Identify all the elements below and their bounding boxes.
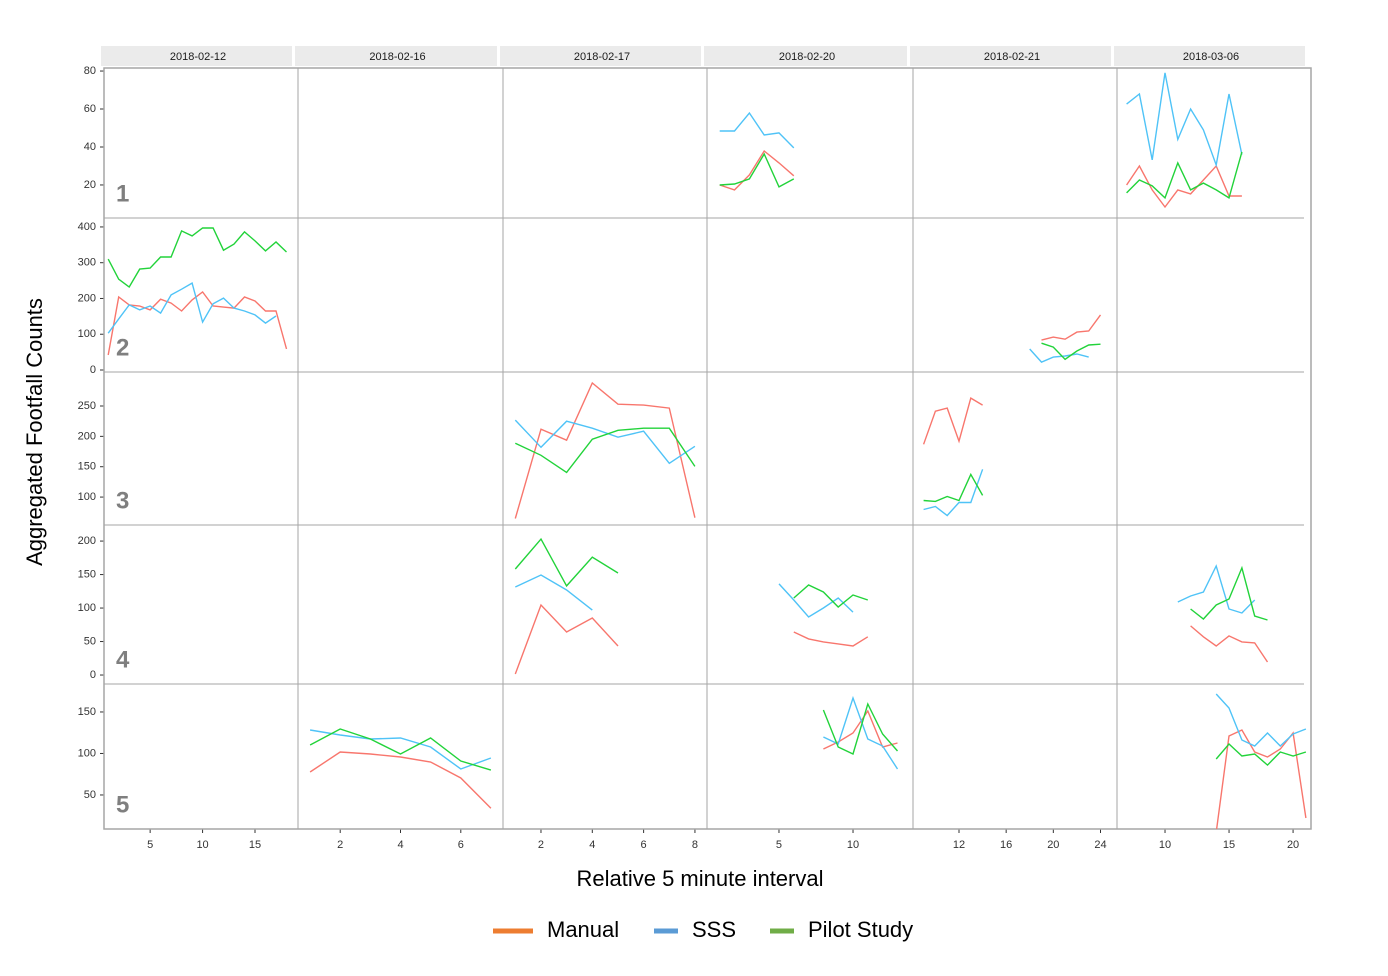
facet-label: 2018-02-17 (574, 51, 630, 63)
y-tick-label: 200 (78, 535, 96, 547)
facet-label: 2018-02-21 (984, 51, 1040, 63)
series-line (778, 583, 854, 618)
facet-strip (295, 46, 497, 66)
y-tick-label: 80 (84, 65, 96, 77)
x-tick-label: 12 (953, 839, 965, 851)
series-line (514, 419, 696, 465)
series-line (822, 702, 899, 755)
series-line (309, 729, 492, 770)
series-line (309, 751, 492, 809)
y-tick-label: 20 (84, 179, 96, 191)
series-line (923, 469, 984, 517)
y-tick-label: 150 (78, 461, 96, 473)
row-label: 3 (116, 487, 129, 514)
series-line (515, 427, 696, 474)
y-tick-label: 100 (78, 602, 96, 614)
row-label: 1 (116, 180, 129, 207)
legend-label: Manual (547, 917, 619, 942)
x-tick-label: 20 (1287, 839, 1299, 851)
series-line (1215, 693, 1307, 747)
y-tick-label: 250 (78, 400, 96, 412)
facet-label: 2018-02-16 (369, 51, 425, 63)
series-line (1041, 342, 1101, 361)
series-line (1126, 151, 1243, 200)
series-line (719, 111, 795, 149)
series-line (922, 397, 983, 445)
series-line (514, 381, 696, 519)
facet-label: 2018-02-12 (170, 51, 226, 63)
legend-label: Pilot Study (808, 917, 913, 942)
series-line (514, 603, 619, 675)
facet-strip (101, 46, 292, 66)
y-tick-label: 100 (78, 747, 96, 759)
plot-frame (103, 67, 1312, 830)
series-line (1215, 742, 1307, 767)
series-line (1177, 564, 1256, 614)
series-line (1126, 164, 1242, 209)
y-tick-label: 50 (84, 635, 96, 647)
x-tick-label: 16 (1000, 839, 1012, 851)
row-label: 2 (116, 334, 129, 361)
series-line (923, 472, 984, 503)
series-line (1190, 565, 1268, 621)
y-tick-label: 100 (78, 491, 96, 503)
series-line (1190, 625, 1269, 663)
y-tick-label: 50 (84, 789, 96, 801)
y-tick-label: 150 (78, 706, 96, 718)
y-tick-label: 40 (84, 141, 96, 153)
x-tick-label: 10 (847, 839, 859, 851)
row-label: 5 (116, 791, 129, 818)
x-tick-label: 15 (1223, 839, 1235, 851)
series-line (1029, 348, 1089, 363)
series-line (719, 149, 795, 191)
series-line (107, 282, 277, 334)
series-line (719, 152, 795, 188)
x-tick-label: 6 (458, 839, 464, 851)
x-axis-title: Relative 5 minute interval (576, 866, 823, 891)
y-tick-label: 400 (78, 221, 96, 233)
x-tick-label: 4 (589, 839, 595, 851)
x-tick-label: 6 (641, 839, 647, 851)
x-tick-label: 10 (1159, 839, 1171, 851)
facet-label: 2018-03-06 (1183, 51, 1239, 63)
y-tick-label: 100 (78, 328, 96, 340)
x-tick-label: 4 (397, 839, 403, 851)
x-tick-label: 8 (692, 839, 698, 851)
y-tick-label: 200 (78, 430, 96, 442)
series-line (823, 695, 899, 770)
x-tick-label: 20 (1047, 839, 1059, 851)
facet-strip (910, 46, 1111, 66)
x-tick-label: 24 (1094, 839, 1106, 851)
x-tick-label: 10 (196, 839, 208, 851)
y-axis-title: Aggregated Footfall Counts (22, 298, 47, 566)
y-tick-label: 0 (90, 364, 96, 376)
series-line (309, 728, 492, 771)
x-tick-label: 2 (538, 839, 544, 851)
facet-strip (704, 46, 907, 66)
series-line (107, 227, 287, 289)
y-tick-label: 150 (78, 568, 96, 580)
y-tick-label: 0 (90, 669, 96, 681)
series-line (793, 631, 869, 647)
y-tick-label: 60 (84, 103, 96, 115)
series-line (793, 584, 869, 608)
x-tick-label: 2 (337, 839, 343, 851)
x-tick-label: 15 (249, 839, 261, 851)
y-tick-label: 200 (78, 292, 96, 304)
x-tick-label: 5 (776, 839, 782, 851)
series-line (515, 574, 593, 611)
x-tick-label: 5 (147, 839, 153, 851)
series-line (1126, 72, 1243, 168)
facet-label: 2018-02-20 (779, 51, 835, 63)
series-line (514, 537, 619, 588)
facet-strip (1114, 46, 1305, 66)
legend-label: SSS (692, 917, 736, 942)
series-line (1041, 314, 1102, 341)
series-line (107, 291, 288, 356)
row-label: 4 (116, 646, 130, 673)
facet-strip (500, 46, 701, 66)
y-tick-label: 300 (78, 257, 96, 269)
